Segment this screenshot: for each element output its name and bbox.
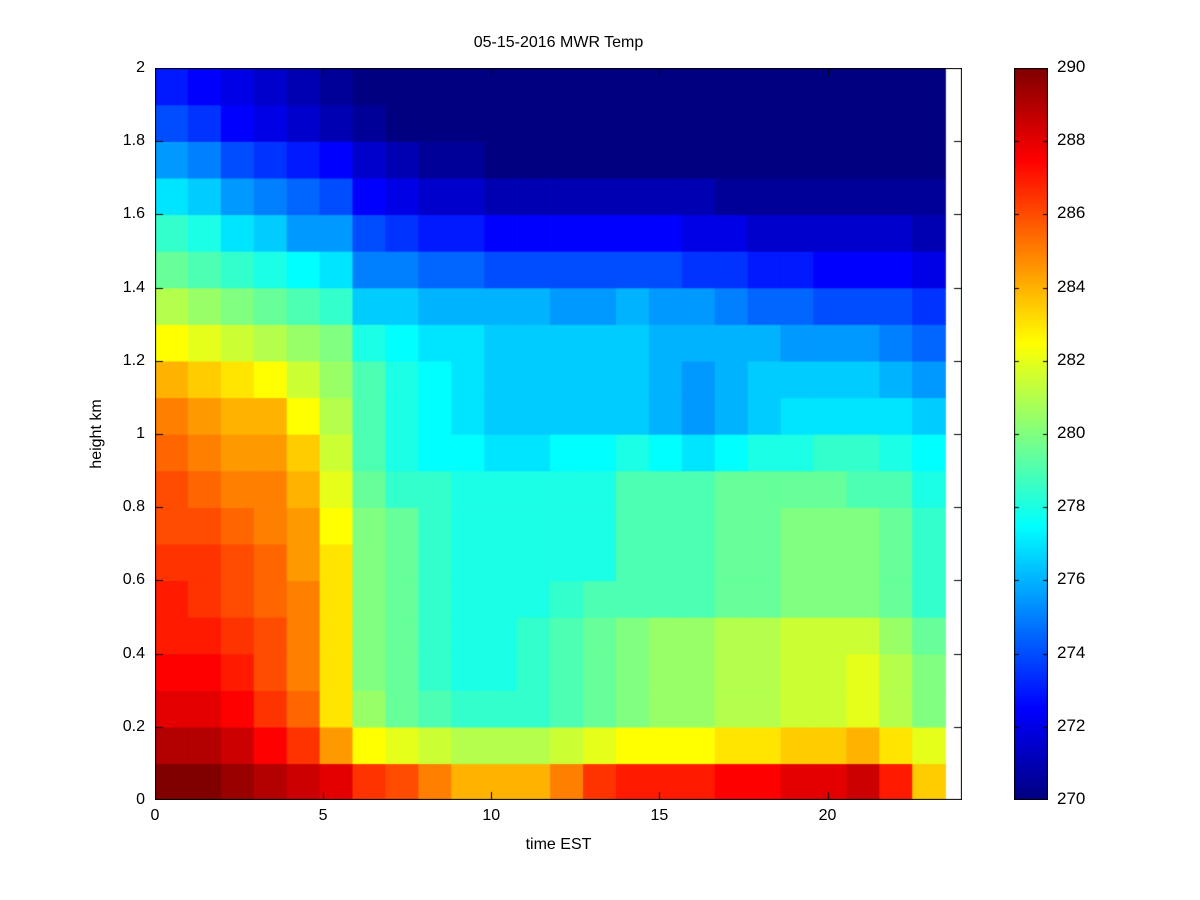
heatmap-canvas xyxy=(155,68,962,800)
tick-label: 290 xyxy=(1057,57,1086,76)
tick-label: 288 xyxy=(1057,130,1086,150)
tick-label: 0 xyxy=(136,791,145,808)
tick-label: 280 xyxy=(1057,423,1086,442)
tick-label: 274 xyxy=(1057,642,1086,662)
tick-label: 276 xyxy=(1057,569,1086,589)
tick-label: 270 xyxy=(1057,789,1086,808)
tick-label: 0.2 xyxy=(122,717,145,735)
plot-area xyxy=(155,68,962,800)
colorbar xyxy=(1014,68,1048,800)
tick-label: 1.4 xyxy=(122,278,145,296)
x-axis-label: time EST xyxy=(525,836,592,853)
tick-label: 0 xyxy=(150,807,160,824)
tick-label: 278 xyxy=(1057,496,1086,516)
tick-label: 2 xyxy=(136,59,145,76)
chart-title: 05-15-2016 MWR Temp xyxy=(473,34,644,51)
tick-label: 1.8 xyxy=(122,132,145,150)
tick-label: 282 xyxy=(1057,349,1086,369)
y-axis-label: height km xyxy=(88,399,105,469)
tick-label: 1.2 xyxy=(122,351,145,369)
tick-label: 15 xyxy=(650,807,669,824)
tick-label: 10 xyxy=(482,807,501,824)
tick-label: 272 xyxy=(1057,715,1086,735)
tick-label: 1 xyxy=(136,425,145,442)
tick-label: 0.8 xyxy=(122,498,145,516)
tick-label: 284 xyxy=(1057,276,1086,296)
tick-label: 1.6 xyxy=(122,205,145,223)
colorbar-canvas xyxy=(1014,68,1048,800)
tick-label: 5 xyxy=(318,807,328,824)
tick-label: 286 xyxy=(1057,203,1086,223)
tick-label: 0.6 xyxy=(122,571,145,589)
tick-label: 0.4 xyxy=(122,644,145,662)
tick-label: 20 xyxy=(818,807,837,824)
